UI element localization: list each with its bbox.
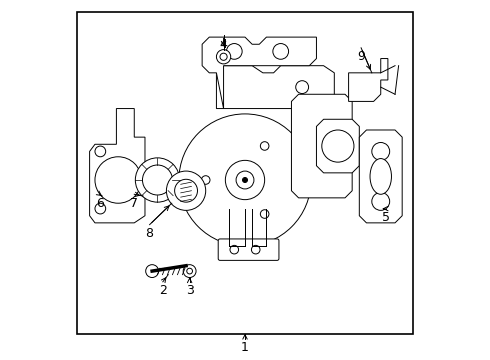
Circle shape xyxy=(273,44,289,59)
Circle shape xyxy=(243,177,247,183)
Text: 4: 4 xyxy=(220,38,227,51)
Circle shape xyxy=(167,171,206,210)
Polygon shape xyxy=(317,119,359,173)
Text: 8: 8 xyxy=(146,227,154,240)
Text: 1: 1 xyxy=(241,341,249,354)
Circle shape xyxy=(372,193,390,210)
Polygon shape xyxy=(217,66,334,109)
FancyBboxPatch shape xyxy=(218,239,279,260)
Circle shape xyxy=(95,157,142,203)
Polygon shape xyxy=(348,59,388,102)
Polygon shape xyxy=(359,130,402,223)
Text: 2: 2 xyxy=(159,284,167,297)
Text: 6: 6 xyxy=(96,197,103,210)
Text: 5: 5 xyxy=(382,211,390,224)
Circle shape xyxy=(95,146,106,157)
Circle shape xyxy=(201,176,210,184)
Circle shape xyxy=(220,53,227,60)
Circle shape xyxy=(95,203,106,214)
Circle shape xyxy=(135,158,180,202)
Circle shape xyxy=(187,268,193,274)
Circle shape xyxy=(322,130,354,162)
Circle shape xyxy=(183,265,196,278)
Circle shape xyxy=(143,165,172,195)
Polygon shape xyxy=(202,37,317,109)
Ellipse shape xyxy=(370,158,392,194)
Polygon shape xyxy=(90,109,145,223)
Text: 9: 9 xyxy=(357,50,365,63)
Text: 7: 7 xyxy=(130,197,138,210)
Circle shape xyxy=(251,246,260,254)
Circle shape xyxy=(230,246,239,254)
Circle shape xyxy=(146,265,159,278)
Circle shape xyxy=(217,50,231,64)
Circle shape xyxy=(260,210,269,218)
Text: 3: 3 xyxy=(186,284,194,297)
Circle shape xyxy=(174,179,197,202)
Circle shape xyxy=(225,160,265,200)
Circle shape xyxy=(226,44,242,59)
Circle shape xyxy=(372,143,390,160)
Circle shape xyxy=(236,171,254,189)
Circle shape xyxy=(260,142,269,150)
Polygon shape xyxy=(292,94,352,198)
Circle shape xyxy=(296,81,309,94)
Circle shape xyxy=(179,114,311,246)
